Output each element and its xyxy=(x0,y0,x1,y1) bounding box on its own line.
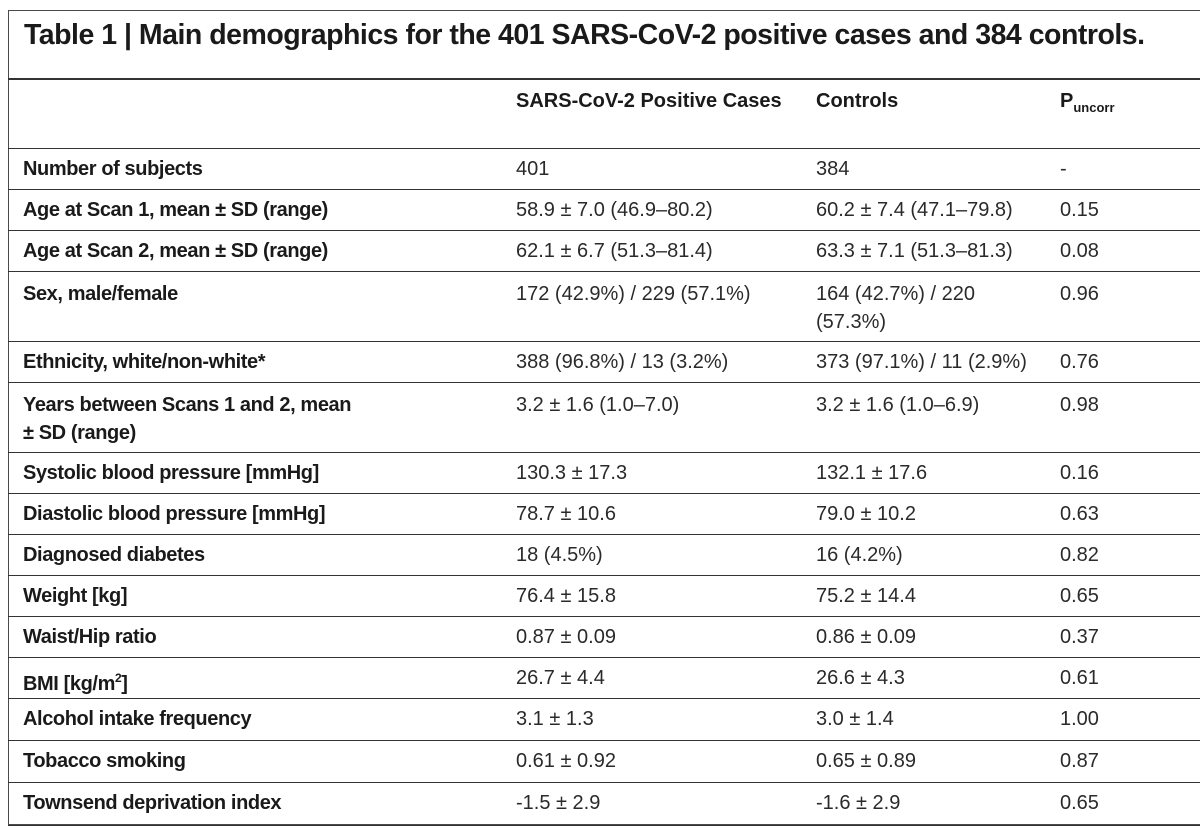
row-label: Ethnicity, white/non-white* xyxy=(23,351,266,373)
p-label: P xyxy=(1060,90,1074,112)
table-title: Table 1 | Main demographics for the 401 … xyxy=(24,19,1145,51)
p-value: 0.76 xyxy=(1060,351,1099,373)
row-label: Townsend deprivation index xyxy=(23,792,282,814)
controls-value: 3.0 ± 1.4 xyxy=(816,708,894,730)
row-label: Systolic blood pressure [mmHg] xyxy=(23,462,319,484)
row-label: Age at Scan 2, mean ± SD (range) xyxy=(23,240,328,262)
cases-value: 26.7 ± 4.4 xyxy=(516,667,605,689)
table-row: BMI [kg/m2] 26.7 ± 4.4 26.6 ± 4.3 0.61 xyxy=(8,658,1200,699)
controls-value: 63.3 ± 7.1 (51.3–81.3) xyxy=(816,240,1013,262)
controls-value: 132.1 ± 17.6 xyxy=(816,462,928,484)
table-row: Tobacco smoking 0.61 ± 0.92 0.65 ± 0.89 … xyxy=(8,741,1200,783)
row-label: Number of subjects xyxy=(23,158,203,180)
p-value: 0.87 xyxy=(1060,750,1099,772)
p-value: 0.08 xyxy=(1060,240,1099,262)
table-row: Weight [kg] 76.4 ± 15.8 75.2 ± 14.4 0.65 xyxy=(8,576,1200,617)
table-row: Systolic blood pressure [mmHg] 130.3 ± 1… xyxy=(8,453,1200,494)
p-value: 0.65 xyxy=(1060,585,1099,607)
row-label: Years between Scans 1 and 2, mean ± SD (… xyxy=(23,394,352,444)
table-row: Sex, male/female 172 (42.9%) / 229 (57.1… xyxy=(8,272,1200,342)
row-label-text: BMI [kg/m xyxy=(23,673,115,695)
table-row: Waist/Hip ratio 0.87 ± 0.09 0.86 ± 0.09 … xyxy=(8,617,1200,658)
p-value: 0.96 xyxy=(1060,283,1099,305)
header-row: SARS-CoV-2 Positive Cases Controls Punco… xyxy=(8,80,1200,149)
cases-value: 58.9 ± 7.0 (46.9–80.2) xyxy=(516,199,713,221)
controls-value: -1.6 ± 2.9 xyxy=(816,792,901,814)
controls-value: 0.65 ± 0.89 xyxy=(816,750,916,772)
cases-value: 78.7 ± 10.6 xyxy=(516,503,616,525)
cases-value: 0.87 ± 0.09 xyxy=(516,626,616,648)
p-subscript: uncorr xyxy=(1073,100,1115,115)
table-row: Townsend deprivation index -1.5 ± 2.9 -1… xyxy=(8,783,1200,826)
row-label: Diastolic blood pressure [mmHg] xyxy=(23,503,326,525)
row-label: Waist/Hip ratio xyxy=(23,626,157,648)
cases-value: 3.1 ± 1.3 xyxy=(516,708,594,730)
controls-value: 79.0 ± 10.2 xyxy=(816,503,916,525)
controls-value: 0.86 ± 0.09 xyxy=(816,626,916,648)
controls-value: 3.2 ± 1.6 (1.0–6.9) xyxy=(816,394,980,416)
cases-value: 172 (42.9%) / 229 (57.1%) xyxy=(516,283,751,305)
p-value: 0.15 xyxy=(1060,199,1099,221)
controls-value: 373 (97.1%) / 11 (2.9%) xyxy=(816,351,1027,373)
table-row: Ethnicity, white/non-white* 388 (96.8%) … xyxy=(8,342,1200,383)
table-row: Years between Scans 1 and 2, mean ± SD (… xyxy=(8,383,1200,453)
cases-value: 18 (4.5%) xyxy=(516,544,603,566)
cases-value: 76.4 ± 15.8 xyxy=(516,585,616,607)
table-row: Diastolic blood pressure [mmHg] 78.7 ± 1… xyxy=(8,494,1200,535)
row-label: Tobacco smoking xyxy=(23,750,186,772)
p-value: 0.16 xyxy=(1060,462,1099,484)
header-p-uncorr: Puncorr xyxy=(1060,87,1115,122)
p-value: 0.63 xyxy=(1060,503,1099,525)
row-label: Alcohol intake frequency xyxy=(23,708,252,730)
cases-value: 0.61 ± 0.92 xyxy=(516,750,616,772)
controls-value: 75.2 ± 14.4 xyxy=(816,585,916,607)
row-label-end: ] xyxy=(121,673,128,695)
controls-value: 384 xyxy=(816,158,850,180)
table-row: Age at Scan 1, mean ± SD (range) 58.9 ± … xyxy=(8,190,1200,231)
row-label: Sex, male/female xyxy=(23,283,178,305)
cases-value: 388 (96.8%) / 13 (3.2%) xyxy=(516,351,729,373)
table-row: Diagnosed diabetes 18 (4.5%) 16 (4.2%) 0… xyxy=(8,535,1200,576)
table-row: Number of subjects 401 384 - xyxy=(8,149,1200,190)
table-row: Age at Scan 2, mean ± SD (range) 62.1 ± … xyxy=(8,231,1200,272)
p-value: 1.00 xyxy=(1060,708,1099,730)
header-controls: Controls xyxy=(816,90,899,112)
table-frame xyxy=(8,10,1200,825)
row-label: BMI [kg/m2] xyxy=(23,664,493,698)
p-value: 0.98 xyxy=(1060,394,1099,416)
header-cases: SARS-CoV-2 Positive Cases xyxy=(516,90,782,112)
controls-value: 16 (4.2%) xyxy=(816,544,903,566)
row-label-superscript: 2 xyxy=(114,671,122,685)
table-row: Alcohol intake frequency 3.1 ± 1.3 3.0 ±… xyxy=(8,699,1200,741)
cases-value: 62.1 ± 6.7 (51.3–81.4) xyxy=(516,240,713,262)
p-value: 0.37 xyxy=(1060,626,1099,648)
cases-value: 130.3 ± 17.3 xyxy=(516,462,628,484)
cases-value: 401 xyxy=(516,158,550,180)
p-value: 0.65 xyxy=(1060,792,1099,814)
row-label: Weight [kg] xyxy=(23,585,128,607)
controls-value: 26.6 ± 4.3 xyxy=(816,667,905,689)
controls-value: 60.2 ± 7.4 (47.1–79.8) xyxy=(816,199,1013,221)
row-label: Diagnosed diabetes xyxy=(23,544,205,566)
title-divider xyxy=(8,78,1200,80)
cases-value: -1.5 ± 2.9 xyxy=(516,792,601,814)
p-value: - xyxy=(1060,158,1067,180)
p-value: 0.82 xyxy=(1060,544,1099,566)
controls-value: 164 (42.7%) / 220 (57.3%) xyxy=(816,283,975,333)
p-value: 0.61 xyxy=(1060,667,1099,689)
row-label: Age at Scan 1, mean ± SD (range) xyxy=(23,199,328,221)
cases-value: 3.2 ± 1.6 (1.0–7.0) xyxy=(516,394,680,416)
